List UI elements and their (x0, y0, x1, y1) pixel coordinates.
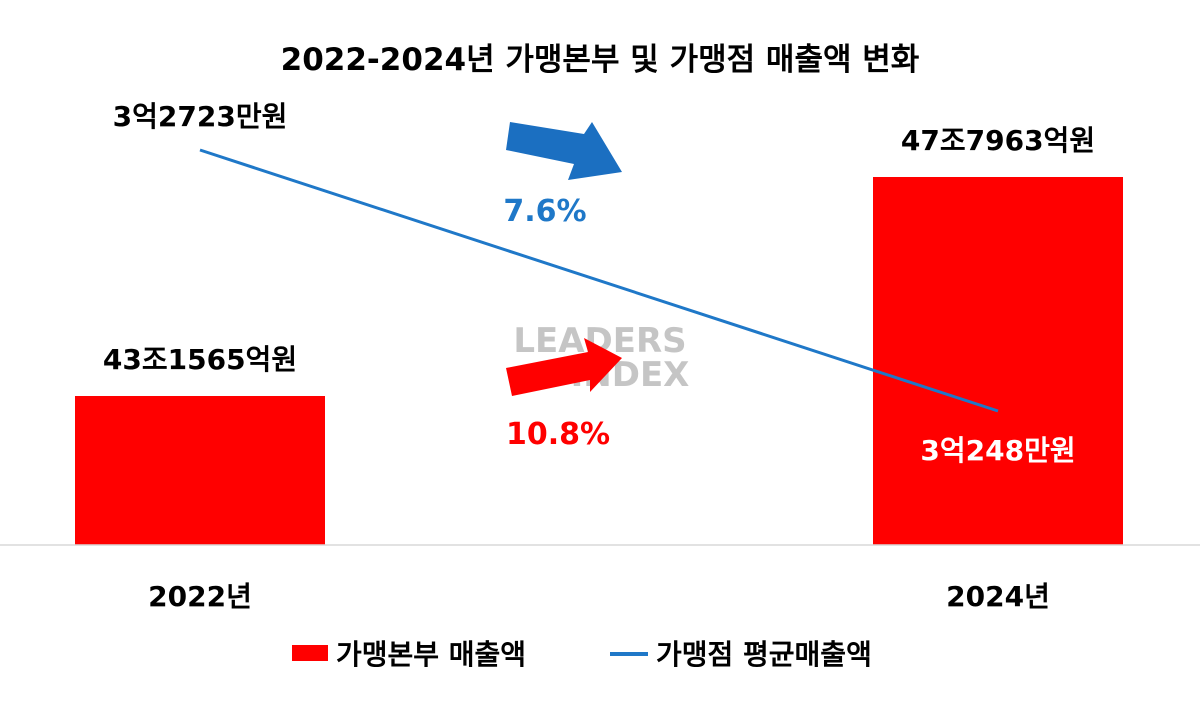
blue-arrow-icon (506, 122, 622, 180)
bar-label-2022: 43조1565억원 (103, 343, 297, 376)
red-arrow-icon (506, 338, 622, 396)
bar-2024 (873, 177, 1123, 545)
legend-label-line: 가맹점 평균매출액 (656, 638, 872, 671)
x-tick-label-2024: 2024년 (946, 580, 1050, 613)
line-label-2022: 3억2723만원 (113, 100, 288, 133)
legend: 가맹본부 매출액 가맹점 평균매출액 (292, 638, 872, 671)
bar-label-2024: 47조7963억원 (901, 124, 1095, 157)
x-tick-label-2022: 2022년 (148, 580, 252, 613)
line-growth-label: 7.6% (503, 194, 586, 229)
bar-2022 (75, 396, 325, 545)
legend-swatch-bar (292, 645, 328, 661)
chart-title: 2022-2024년 가맹본부 및 가맹점 매출액 변화 (281, 42, 920, 78)
legend-label-bar: 가맹본부 매출액 (336, 638, 526, 671)
line-label-2024: 3억248만원 (920, 434, 1075, 467)
avg-sales-line (199, 148, 999, 413)
bar-growth-label: 10.8% (506, 417, 610, 452)
